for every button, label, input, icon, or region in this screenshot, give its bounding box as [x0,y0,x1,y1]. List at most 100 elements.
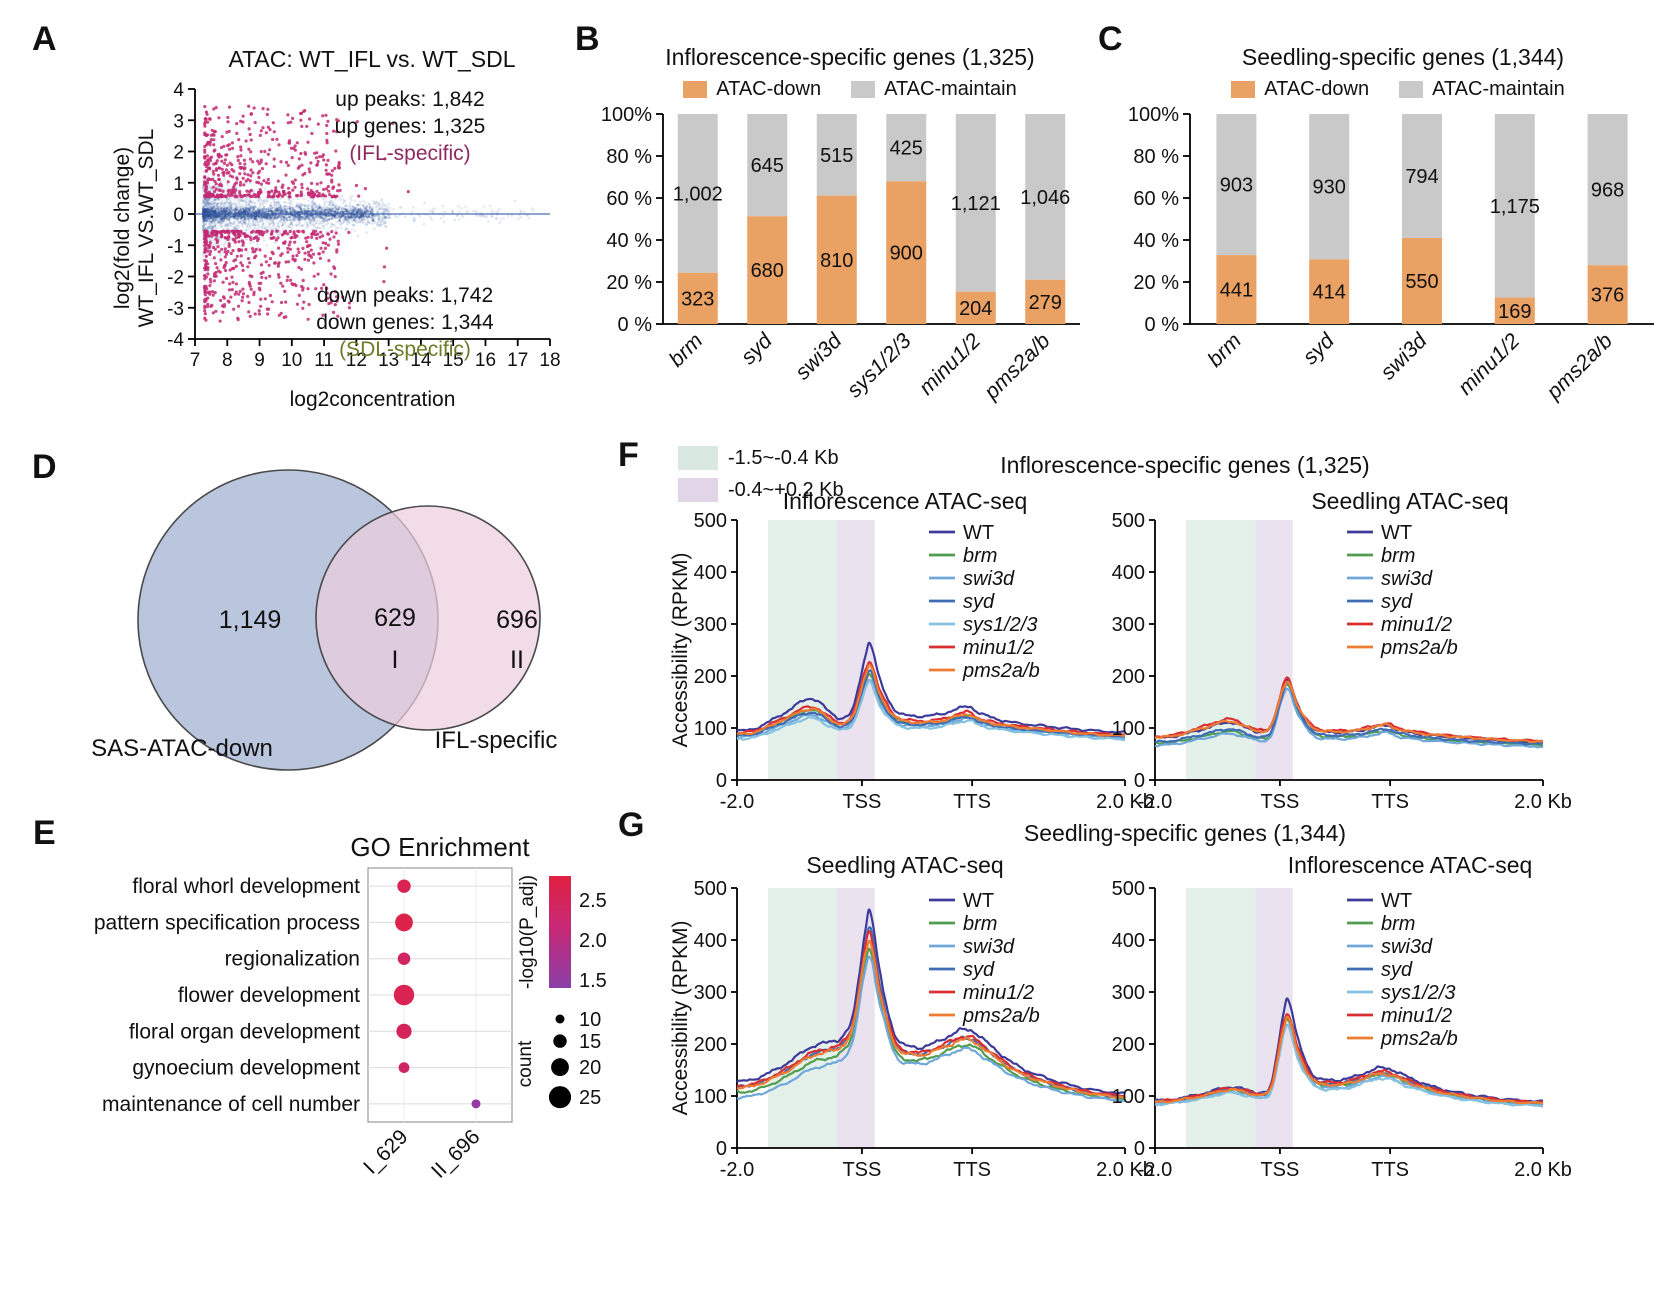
svg-text:swi3d: swi3d [1381,936,1433,958]
svg-text:0: 0 [1134,770,1145,792]
svg-text:syd: syd [1381,959,1413,981]
svg-text:TSS: TSS [1260,1159,1299,1181]
svg-text:500: 500 [1112,878,1145,900]
down-peaks-text: down peaks: 1,742 [316,284,494,307]
svg-text:Accessibility (RPKM): Accessibility (RPKM) [669,553,692,748]
svg-text:1,175: 1,175 [1490,196,1540,218]
svg-text:SAS-ATAC-down: SAS-ATAC-down [91,735,273,762]
panel-b-letter: B [575,20,600,58]
svg-text:696: 696 [496,606,538,634]
svg-text:20: 20 [579,1057,601,1079]
svg-text:1,121: 1,121 [951,193,1001,215]
svg-text:414: 414 [1313,282,1346,304]
panel-f-letter: F [618,436,639,474]
svg-text:syd: syd [1381,591,1413,613]
svg-text:200: 200 [694,666,727,688]
panel-g-left-subtitle: Seedling ATAC-seq [806,852,1004,878]
svg-text:200: 200 [1112,1034,1145,1056]
svg-text:425: 425 [890,138,923,160]
svg-text:169: 169 [1498,301,1531,323]
panel-a-title: ATAC: WT_IFL vs. WT_SDL [228,46,516,72]
svg-text:pattern specification process: pattern specification process [94,911,360,934]
svg-text:100%: 100% [601,104,652,126]
svg-text:brm: brm [963,545,997,567]
svg-text:regionalization: regionalization [225,948,360,971]
svg-text:13: 13 [378,350,399,371]
svg-text:376: 376 [1591,285,1624,307]
inflorescence-stacked-bar-chart: 0 % 20 % 40 % 60 % 80 % 100% 1,002 323 brm 645 680… [601,104,1080,405]
svg-text:4: 4 [173,80,184,101]
svg-text:500: 500 [694,878,727,900]
panel-c-legend: ATAC-down ATAC-maintain [1168,78,1628,101]
svg-text:1: 1 [173,174,184,195]
stacked-bar-content: 0 % 20 % 40 % 60 % 80 % 100% 1,002 323 brm 645 680… [601,104,1080,405]
panel-g-title: Seedling-specific genes (1,344) [1023,820,1347,846]
svg-text:IFL-specific: IFL-specific [435,727,558,754]
svg-text:500: 500 [1112,510,1145,532]
svg-text:15: 15 [579,1031,601,1053]
svg-text:10: 10 [281,350,302,371]
band-legend-tss: -0.4~+0.2 Kb [678,478,844,502]
svg-text:maintenance of cell number: maintenance of cell number [102,1093,360,1116]
panel-g-letter: G [618,806,645,844]
svg-text:60 %: 60 % [606,188,652,210]
svg-text:14: 14 [410,350,432,371]
svg-text:pms2a/b: pms2a/b [979,329,1055,405]
svg-text:WT: WT [963,522,994,544]
svg-text:2.0: 2.0 [579,930,607,952]
svg-text:645: 645 [751,155,784,177]
svg-text:swi3d: swi3d [1376,328,1433,385]
panel-c-title: Seedling-specific genes (1,344) [1241,44,1565,70]
svg-text:-2: -2 [167,268,184,289]
svg-text:100%: 100% [1128,104,1179,126]
svg-text:minu1/2: minu1/2 [1453,329,1524,400]
svg-text:0 %: 0 % [1145,314,1180,336]
panel-e-letter: E [33,814,56,852]
panel-g: G Seedling-specific genes (1,344) Seedli… [610,808,1674,1294]
panel-d: D 1,149 629 696 I II SAS-ATAC-down IFL-specifi… [30,442,630,797]
svg-text:100: 100 [1112,1086,1145,1108]
svg-text:17: 17 [507,350,528,371]
svg-text:200: 200 [1112,666,1145,688]
svg-text:1,046: 1,046 [1020,187,1070,209]
atac-down-label: ATAC-down [1264,78,1370,100]
svg-text:TTS: TTS [953,1159,991,1181]
svg-text:floral whorl development: floral whorl development [132,875,360,898]
stacked-bar-content: 0 % 20 % 40 % 60 % 80 % 100% 903 441 brm 930 414 sy… [1128,104,1654,405]
svg-text:80 %: 80 % [1133,146,1179,168]
svg-text:pms2a/b: pms2a/b [1380,1028,1458,1050]
svg-text:brm: brm [1203,329,1246,372]
panel-b-legend: ATAC-down ATAC-maintain [630,78,1070,101]
svg-text:brm: brm [1381,913,1415,935]
seedling-stacked-bar-chart: 0 % 20 % 40 % 60 % 80 % 100% 903 441 brm 930 414 sy… [1128,104,1654,405]
svg-text:0 %: 0 % [618,314,653,336]
atac-down-swatch [683,81,708,98]
svg-text:minu1/2: minu1/2 [1381,614,1452,636]
panel-b-title: Inflorescence-specific genes (1,325) [665,44,1035,70]
legend-atac-maintain: ATAC-maintain [1399,78,1565,101]
panel-f-title: Inflorescence-specific genes (1,325) [1000,452,1370,478]
up-genes-text: up genes: 1,325 [334,115,486,138]
svg-text:Accessibility (RPKM): Accessibility (RPKM) [669,921,692,1116]
upstream-band-label: -1.5~-0.4 Kb [728,446,839,469]
svg-text:0: 0 [1134,1138,1145,1160]
svg-text:7: 7 [190,350,201,371]
svg-text:-2.0: -2.0 [720,1159,754,1181]
svg-text:60 %: 60 % [1133,188,1179,210]
atac-maintain-label: ATAC-maintain [1432,78,1565,100]
panel-c-letter: C [1098,20,1123,58]
svg-text:16: 16 [475,350,496,371]
svg-text:I_629: I_629 [359,1125,412,1178]
svg-text:100: 100 [694,718,727,740]
svg-text:15: 15 [443,350,464,371]
svg-text:1.5: 1.5 [579,970,607,992]
svg-text:441: 441 [1220,280,1253,302]
svg-text:syd: syd [1298,328,1339,369]
svg-text:2.0 Kb: 2.0 Kb [1514,1159,1572,1181]
